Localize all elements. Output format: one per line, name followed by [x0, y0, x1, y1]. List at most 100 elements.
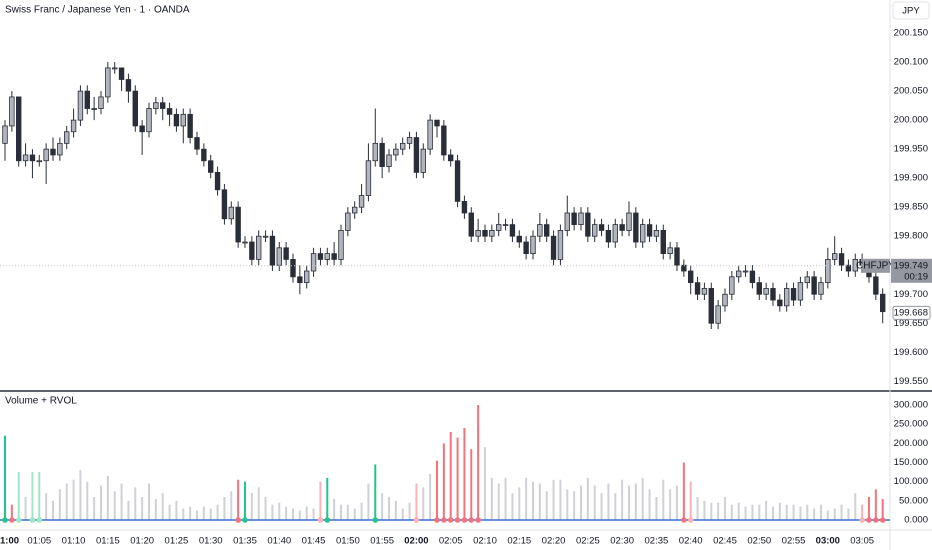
candle-body — [331, 253, 337, 260]
candle-body — [783, 288, 790, 307]
candle-body — [283, 247, 289, 260]
x-tick-label: 01:05 — [27, 536, 51, 547]
candle-body — [502, 224, 509, 226]
candle-body — [790, 288, 797, 301]
rvol-dot — [372, 517, 379, 523]
x-tick-label: 02:50 — [747, 536, 771, 547]
candle-body — [838, 253, 845, 266]
x-tick-label: 01:30 — [199, 536, 223, 547]
volume-tick-label: 250.000 — [894, 419, 928, 430]
candle-body — [262, 235, 269, 238]
low-marker-box — [892, 305, 931, 320]
x-tick-label: 01:15 — [96, 536, 120, 547]
candle-body — [701, 288, 708, 295]
rvol-dot — [441, 517, 447, 523]
candle-body — [578, 212, 584, 225]
candle-body — [9, 96, 15, 127]
candle-body — [91, 108, 97, 110]
candle-body — [57, 142, 63, 156]
symbol-box — [861, 258, 890, 273]
candle-body — [749, 270, 756, 284]
candle-body — [139, 125, 145, 133]
y-tick-label: 199.900 — [894, 173, 928, 184]
candle-body — [317, 253, 324, 260]
candle-body — [400, 142, 406, 150]
candle-body — [242, 241, 248, 244]
candle-body — [557, 230, 564, 260]
candle-body — [441, 125, 447, 156]
candle-body — [290, 259, 296, 278]
candle-body — [64, 131, 70, 144]
candle-body — [235, 206, 241, 243]
candle-body — [208, 160, 214, 173]
candle-body — [352, 206, 358, 214]
candle-body — [831, 253, 838, 260]
candle-body — [489, 230, 495, 237]
candle-body — [36, 160, 42, 163]
volume-title: Volume + RVOL — [5, 396, 77, 407]
y-tick-label: 199.800 — [894, 231, 928, 242]
rvol-dot — [454, 517, 461, 523]
candle-body — [372, 142, 378, 162]
candle-body — [338, 230, 344, 260]
y-tick-label: 199.550 — [894, 376, 928, 387]
rvol-dot — [242, 517, 248, 523]
candle-body — [530, 235, 536, 255]
candle-body — [770, 288, 776, 301]
rvol-dot — [36, 517, 43, 523]
rvol-dot — [461, 517, 468, 523]
rvol-dot — [9, 517, 15, 523]
candle-body — [612, 224, 618, 243]
candle-body — [537, 224, 543, 237]
candle-body — [873, 276, 879, 295]
candle-body — [674, 247, 680, 266]
candle-body — [667, 247, 673, 255]
candle-body — [722, 293, 728, 307]
candle-body — [214, 171, 221, 191]
x-tick-label: 01:20 — [130, 536, 154, 547]
x-tick-label: 02:25 — [576, 536, 600, 547]
volume-tick-label: 150.000 — [894, 457, 928, 468]
x-tick-label: 03:05 — [850, 536, 874, 547]
candle-body — [118, 67, 125, 80]
candle-body — [475, 230, 481, 237]
currency-box[interactable] — [892, 1, 930, 20]
candle-body — [879, 293, 886, 313]
volume-tick-label: 300.000 — [894, 400, 928, 411]
candle-body — [434, 119, 440, 127]
x-tick-label: 01:50 — [336, 536, 360, 547]
rvol-dot — [15, 517, 22, 523]
candle-body — [825, 259, 831, 284]
x-tick-label: 02:15 — [507, 536, 531, 547]
candle-body — [646, 224, 653, 237]
candle-body — [516, 235, 522, 243]
candle-body — [132, 90, 138, 127]
x-tick-label: 02:40 — [679, 536, 703, 547]
candle-body — [681, 264, 687, 272]
candle-body — [804, 276, 810, 284]
x-tick-label: 01:35 — [233, 536, 257, 547]
candle-body — [345, 212, 351, 231]
currency[interactable]: JPY — [902, 6, 920, 17]
candle-body — [304, 270, 310, 284]
candle-body — [153, 102, 159, 109]
x-tick-label: 03:00 — [816, 536, 840, 547]
candle-body — [845, 264, 852, 272]
candle-body — [468, 212, 474, 237]
candle-body — [98, 96, 104, 109]
rvol-dot — [413, 517, 420, 523]
candle-body — [633, 212, 639, 243]
rvol-dot — [687, 517, 694, 523]
x-tick-label: 02:35 — [645, 536, 669, 547]
candle-body — [496, 224, 502, 231]
candle-body — [619, 224, 625, 231]
candle-body — [413, 137, 420, 173]
candle-body — [482, 230, 488, 237]
rvol-dot — [681, 517, 687, 523]
candle-body — [146, 108, 152, 133]
x-tick-label: 02:55 — [782, 536, 806, 547]
candle-body — [22, 154, 29, 162]
x-tick-label: 01:55 — [370, 536, 394, 547]
candle-body — [756, 282, 762, 295]
